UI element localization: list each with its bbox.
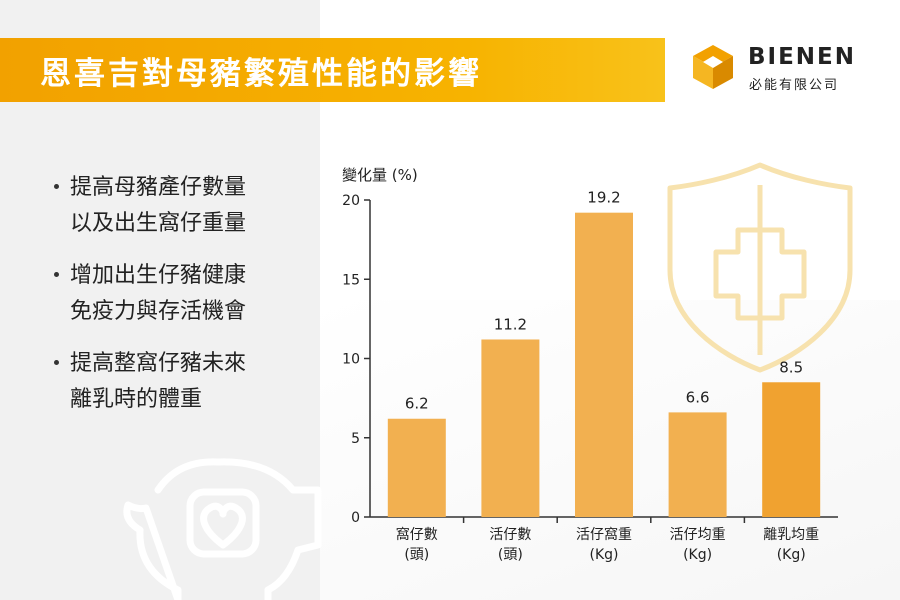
bar-value-label: 11.2 xyxy=(494,315,527,333)
bullet-line: 提高母豬產仔數量 xyxy=(70,175,247,200)
pig-icon xyxy=(123,458,322,600)
x-tick-label: 活仔窩重 xyxy=(576,526,632,543)
bullet-list: 提高母豬產仔數量 以及出生窩仔重量 增加出生仔豬健康 免疫力與存活機會 提高整窩… xyxy=(48,170,318,434)
bar-value-label: 6.2 xyxy=(405,395,429,413)
bullet-item: 增加出生仔豬健康 免疫力與存活機會 xyxy=(48,258,318,330)
x-tick-label: (Kg) xyxy=(777,547,806,563)
bullet-dot xyxy=(54,272,59,277)
bullet-line: 免疫力與存活機會 xyxy=(70,299,247,324)
x-tick-label: (Kg) xyxy=(590,547,619,563)
bar-value-label: 8.5 xyxy=(779,358,803,376)
x-tick-label: (頭) xyxy=(404,547,429,563)
title-banner: 恩喜吉對母豬繁殖性能的影響 xyxy=(0,38,665,102)
brand-subtitle: 必能有限公司 xyxy=(749,78,840,93)
bar xyxy=(668,412,727,517)
x-tick-label: (Kg) xyxy=(683,547,712,563)
page-title: 恩喜吉對母豬繁殖性能的影響 xyxy=(40,55,482,92)
bar xyxy=(481,339,540,517)
bar-chart: 變化量 (%) 0 5 10 15 20 6.2 窩仔數 (頭) 11.2 活仔數 (頭) 19.2 活仔… xyxy=(342,166,838,563)
bar xyxy=(762,382,821,517)
bullet-item: 提高整窩仔豬未來 離乳時的體重 xyxy=(48,346,318,418)
bullet-item: 提高母豬產仔數量 以及出生窩仔重量 xyxy=(48,170,318,242)
bar-value-label: 19.2 xyxy=(587,189,620,207)
y-tick-label: 15 xyxy=(342,272,360,288)
brand-logo: BIENEN 必能有限公司 xyxy=(690,42,880,93)
bullet-dot xyxy=(54,184,59,189)
bar-value-label: 6.6 xyxy=(686,388,710,406)
y-tick-label: 20 xyxy=(342,193,360,209)
bullet-line: 離乳時的體重 xyxy=(70,387,203,412)
y-tick-label: 0 xyxy=(351,510,360,526)
bullet-line: 以及出生窩仔重量 xyxy=(70,211,247,236)
y-tick-label: 5 xyxy=(351,431,360,447)
bullet-line: 增加出生仔豬健康 xyxy=(70,263,247,288)
cube-logo-icon xyxy=(693,45,733,89)
y-axis-label: 變化量 (%) xyxy=(342,166,418,184)
bullet-dot xyxy=(54,360,59,365)
x-tick-label: 活仔均重 xyxy=(670,527,726,543)
shield-icon xyxy=(667,162,853,373)
x-tick-label: 離乳均重 xyxy=(763,526,819,543)
x-tick-label: 活仔數 xyxy=(489,527,531,543)
bar xyxy=(387,418,446,517)
bullet-line: 提高整窩仔豬未來 xyxy=(70,351,247,376)
brand-name: BIENEN xyxy=(748,44,857,70)
y-tick-label: 10 xyxy=(342,352,360,368)
x-tick-label: (頭) xyxy=(498,547,523,563)
bar xyxy=(575,212,633,517)
x-tick-label: 窩仔數 xyxy=(396,526,438,543)
